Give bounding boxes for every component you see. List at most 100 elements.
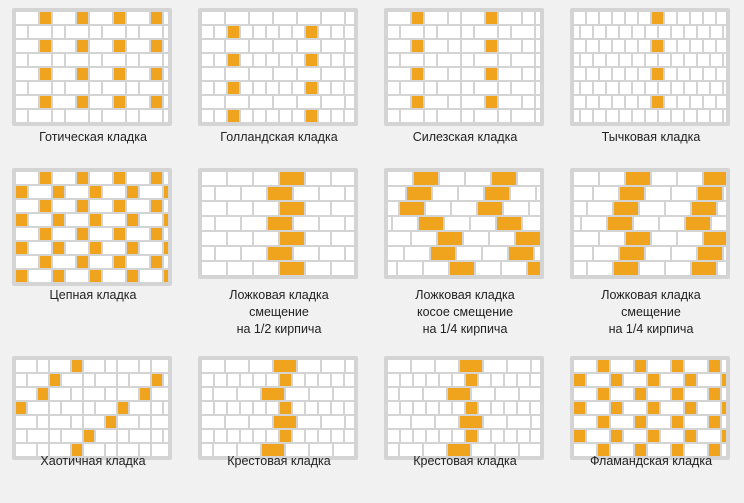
accent-brick (151, 228, 162, 240)
wall-shadow (198, 8, 358, 126)
white-brick (518, 430, 529, 442)
white-brick (202, 12, 224, 24)
white-brick (228, 374, 239, 386)
accent-brick (698, 247, 722, 260)
caption-cross-2: Крестовая кладка (372, 453, 558, 470)
white-brick (130, 402, 150, 414)
white-brick (424, 388, 446, 400)
white-brick (294, 187, 318, 200)
white-brick (346, 247, 354, 260)
white-brick (66, 214, 88, 226)
white-brick (332, 26, 343, 38)
caption-line: Голландская кладка (220, 130, 338, 144)
white-brick (633, 82, 644, 94)
white-brick (475, 54, 497, 66)
white-brick (661, 402, 683, 414)
accent-brick (709, 444, 720, 456)
white-brick (639, 40, 650, 52)
white-brick (228, 172, 252, 185)
white-brick (127, 200, 149, 212)
white-brick (66, 270, 88, 282)
white-brick (241, 110, 252, 122)
caption-line: Фламандская кладка (589, 454, 713, 468)
accent-brick (648, 374, 659, 386)
brick-pattern-cross-1 (198, 356, 358, 465)
white-brick (398, 262, 422, 275)
white-brick (574, 172, 598, 185)
accent-brick (268, 217, 292, 230)
white-brick (202, 217, 214, 230)
accent-brick (528, 262, 540, 275)
white-brick (607, 26, 618, 38)
white-brick (512, 110, 534, 122)
accent-brick (77, 200, 88, 212)
white-brick (453, 374, 464, 386)
white-brick (242, 217, 266, 230)
white-brick (345, 54, 354, 66)
white-brick (152, 402, 162, 414)
white-brick (322, 68, 344, 80)
white-brick (453, 430, 464, 442)
caption-silesian: Силезская кладка (372, 129, 558, 146)
white-brick (267, 374, 278, 386)
white-brick (226, 96, 248, 108)
white-brick (717, 40, 726, 52)
white-brick (626, 12, 637, 24)
white-brick (475, 26, 497, 38)
white-brick (66, 82, 88, 94)
white-brick (96, 402, 116, 414)
white-brick (626, 96, 637, 108)
white-brick (254, 110, 265, 122)
white-brick (587, 402, 609, 414)
white-brick (242, 247, 266, 260)
white-brick (626, 68, 637, 80)
accent-brick (450, 262, 474, 275)
white-brick (280, 82, 291, 94)
white-brick (600, 12, 611, 24)
white-brick (286, 388, 308, 400)
accent-brick (685, 374, 696, 386)
white-brick (505, 374, 516, 386)
white-brick (241, 430, 252, 442)
white-brick (401, 26, 423, 38)
white-brick (16, 444, 36, 456)
accent-brick (118, 402, 128, 414)
white-brick (228, 402, 239, 414)
white-brick (29, 110, 51, 122)
accent-brick (574, 430, 585, 442)
accent-brick (672, 444, 683, 456)
accent-brick (648, 430, 659, 442)
white-brick (53, 200, 75, 212)
accent-brick (164, 214, 168, 226)
white-brick (152, 430, 162, 442)
accent-brick (114, 200, 125, 212)
white-brick (215, 110, 226, 122)
white-brick (332, 232, 354, 245)
white-brick (724, 187, 726, 200)
white-brick (620, 26, 631, 38)
white-brick (202, 388, 212, 400)
accent-brick (262, 388, 284, 400)
accent-brick (114, 96, 125, 108)
accent-brick (16, 402, 26, 414)
accent-brick (306, 54, 317, 66)
brick-pattern-header (570, 8, 730, 126)
white-brick (90, 228, 112, 240)
accent-brick (685, 430, 696, 442)
white-brick (724, 54, 726, 66)
white-brick (103, 214, 125, 226)
white-brick (574, 217, 580, 230)
white-brick (293, 26, 304, 38)
accent-brick (114, 228, 125, 240)
white-brick (496, 444, 518, 456)
white-brick (536, 12, 540, 24)
accent-brick (38, 388, 48, 400)
white-brick (722, 388, 726, 400)
white-brick (127, 40, 149, 52)
brick-pattern-chain (12, 168, 172, 286)
white-brick (678, 12, 689, 24)
white-brick (140, 214, 162, 226)
white-brick (530, 202, 540, 215)
white-brick (698, 430, 720, 442)
